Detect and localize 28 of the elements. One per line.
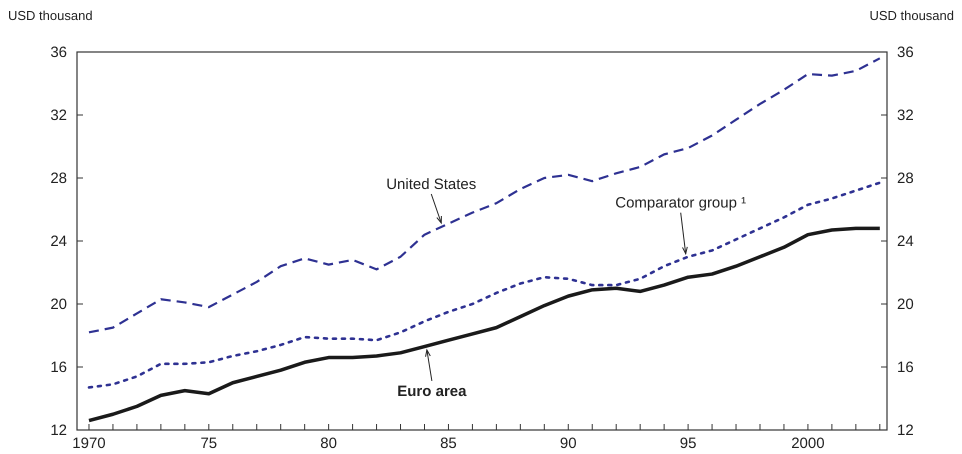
y-tick-label: 16: [50, 359, 67, 376]
y2-tick-label: 32: [897, 107, 914, 124]
y2-tick-label: 20: [897, 296, 914, 313]
y-axis-title: USD thousand: [8, 8, 93, 23]
series-label: United States: [386, 176, 476, 193]
x-tick-label: 75: [200, 435, 218, 452]
x-tick-label: 85: [440, 435, 457, 452]
y2-tick-label: 24: [897, 233, 914, 250]
y2-tick-label: 16: [897, 359, 914, 376]
y-tick-label: 12: [50, 422, 67, 439]
line-series: [88, 57, 881, 334]
legend-label: Euro area: [397, 382, 468, 400]
y2-tick-label: 28: [897, 170, 914, 187]
line-series: [87, 226, 882, 422]
y-tick-label: 36: [50, 44, 67, 61]
y2-tick-label: 12: [897, 422, 914, 439]
x-tick-label: 90: [560, 435, 577, 452]
x-tick-label: 80: [320, 435, 337, 452]
series-label: Comparator group ¹: [615, 194, 746, 212]
y2-tick-label: 36: [897, 44, 914, 61]
x-tick-label: 2000: [791, 435, 825, 452]
x-tick-label: 95: [680, 435, 696, 452]
y-tick-label: 28: [50, 170, 67, 187]
y-tick-label: 32: [50, 107, 67, 124]
y-tick-label: 20: [50, 296, 67, 313]
y2-axis-title: USD thousand: [869, 8, 954, 23]
y-tick-label: 24: [50, 233, 67, 250]
x-tick-label: 1970: [72, 435, 106, 452]
